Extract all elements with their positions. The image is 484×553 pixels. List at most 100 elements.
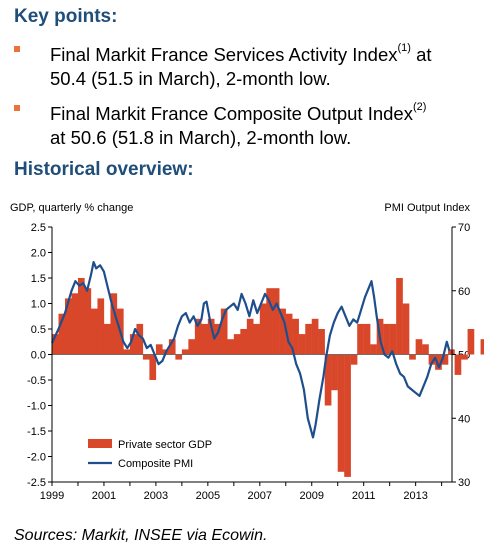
gdp-bar (64, 298, 72, 355)
legend-label-pmi: Composite PMI (118, 458, 193, 470)
gdp-bar (331, 354, 338, 391)
gdp-bar (110, 293, 118, 355)
pmi-line (51, 261, 451, 439)
gdp-bar (318, 329, 325, 355)
left-tick-label: 0.0 (31, 350, 46, 362)
gdp-bar (253, 323, 260, 355)
gdp-bar (363, 323, 371, 355)
bullet-1-text: Final Markit France Services Activity In… (50, 44, 398, 66)
gdp-bar (71, 293, 79, 355)
bullet-1-footnote: (1) (397, 42, 411, 54)
bullet-marker (14, 44, 24, 54)
left-axis-title: GDP, quarterly % change (10, 202, 133, 214)
right-tick-label: 30 (458, 477, 470, 489)
key-points-heading: Key points: (14, 6, 118, 27)
gdp-bar (305, 323, 312, 355)
gdp-bar (207, 318, 215, 355)
x-tick-label: 2001 (92, 490, 116, 502)
gdp-bar (389, 323, 397, 355)
left-tick-label: -2.5 (27, 477, 46, 489)
gdp-bar (168, 339, 176, 355)
bullet-1: Final Markit France Services Activity In… (50, 39, 480, 91)
gdp-bar (214, 323, 222, 355)
gdp-bar (454, 354, 462, 375)
bullet-2-text: Final Markit France Composite Output Ind… (50, 103, 413, 125)
gdp-bar (123, 349, 131, 355)
gdp-bar (409, 354, 416, 360)
gdp-bar (337, 354, 345, 472)
x-tick-label: 2003 (144, 490, 168, 502)
gdp-bar (220, 308, 228, 355)
historical-heading: Historical overview: (14, 159, 194, 180)
gdp-bar (344, 354, 351, 477)
x-tick-label: 2011 (352, 490, 376, 502)
gdp-bar (441, 354, 449, 365)
gdp-bar (84, 288, 92, 355)
gdp-bar (136, 323, 144, 355)
gdp-bar (415, 339, 423, 355)
gdp-bar (175, 354, 183, 360)
gdp-bar (422, 344, 429, 355)
gdp-bar (188, 339, 196, 355)
gdp-bar (480, 339, 484, 355)
gdp-bar (58, 313, 66, 355)
left-tick-label: -2.0 (27, 452, 46, 464)
x-tick-label: 1999 (40, 490, 64, 502)
gdp-bar (246, 318, 254, 355)
right-axis-title: PMI Output Index (384, 202, 470, 214)
left-tick-label: 0.5 (31, 324, 46, 336)
gdp-bar (149, 354, 157, 380)
gdp-bar (350, 354, 358, 365)
x-tick-label: 2009 (299, 490, 323, 502)
gdp-bar (103, 323, 111, 355)
gdp-bar (181, 349, 189, 355)
bullet-2-footnote: (2) (412, 101, 427, 113)
gdp-bar (461, 354, 468, 360)
gdp-bar (90, 308, 98, 355)
source-note: Sources: Markit, INSEE via Ecowin. (14, 527, 268, 544)
gdp-bar (194, 318, 202, 355)
x-tick-label: 2013 (403, 490, 427, 502)
gdp-bar (279, 308, 286, 355)
left-tick-label: 2.0 (31, 248, 46, 260)
gdp-bar (396, 278, 403, 355)
left-tick-label: -1.0 (27, 401, 46, 413)
gdp-bar (201, 323, 209, 355)
legend-swatch-gdp (88, 439, 112, 448)
gdp-bar (357, 323, 364, 355)
gdp-bar (402, 303, 410, 355)
gdp-bar (266, 288, 273, 355)
gdp-bar (77, 278, 85, 355)
bullet-1-line2: 50.4 (51.5 in March), 2-month low. (50, 68, 331, 90)
right-tick-label: 60 (458, 286, 470, 298)
gdp-bar (292, 318, 299, 355)
gdp-bar (435, 354, 442, 370)
bullet-marker (14, 103, 24, 113)
gdp-bar (227, 339, 235, 355)
gdp-pmi-chart: GDP, quarterly % change PMI Output Index 2… (10, 202, 484, 502)
gdp-bar (370, 344, 377, 355)
gdp-bar (142, 354, 150, 360)
bullet-2: Final Markit France Composite Output Ind… (50, 98, 480, 150)
gdp-bar (97, 298, 105, 355)
gdp-bar (285, 313, 293, 355)
gdp-bar (259, 303, 267, 355)
gdp-bar (298, 334, 306, 355)
gdp-bar (467, 329, 475, 355)
gdp-bar (233, 334, 241, 355)
left-tick-label: 1.5 (31, 273, 46, 285)
left-tick-label: 2.5 (31, 222, 46, 234)
gdp-bar (155, 344, 163, 355)
bullet-1-text-end: at (410, 44, 432, 66)
legend-label-gdp: Private sector GDP (118, 439, 212, 451)
gdp-bar (52, 334, 59, 355)
right-tick-label: 40 (458, 413, 470, 425)
gdp-bar (129, 334, 137, 355)
left-tick-label: -1.5 (27, 426, 46, 438)
gdp-bar (240, 329, 247, 355)
right-tick-label: 70 (458, 222, 470, 234)
gdp-bar (311, 318, 319, 355)
bullet-2-line2: at 50.6 (51.8 in March), 2-month low. (50, 127, 352, 149)
gdp-bar (272, 288, 280, 355)
left-tick-label: 1.0 (31, 299, 46, 311)
